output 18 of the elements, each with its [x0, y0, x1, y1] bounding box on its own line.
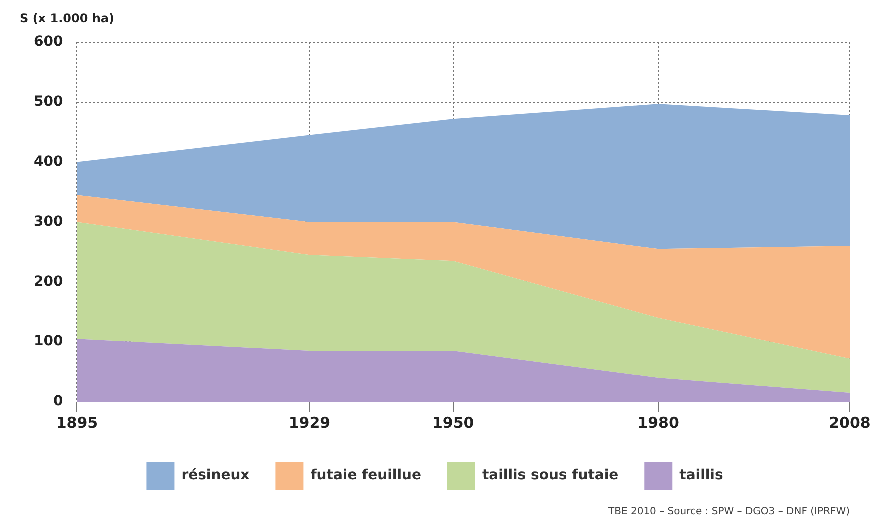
x-tick-label: 1929	[288, 414, 331, 432]
y-tick-label: 0	[53, 394, 64, 410]
x-tick-label: 1895	[56, 414, 98, 432]
y-tick-label: 300	[34, 214, 64, 230]
y-tick-label: 100	[34, 334, 64, 350]
legend-label: taillis	[680, 468, 724, 484]
text: TBE 2010 – Source : SPW – DGO3 – DNF (IPRFW)	[608, 506, 850, 518]
x-tick-label: 1950	[432, 414, 474, 432]
legend-label: taillis sous futaie	[482, 468, 619, 484]
y-axis-title: S (x 1.000 ha)	[20, 11, 114, 26]
y-tick-label: 500	[34, 94, 64, 110]
y-tick-label: 200	[34, 274, 64, 290]
legend-label: résineux	[182, 468, 250, 484]
legend-label: futaie feuillue	[310, 468, 422, 484]
y-tick-label: 400	[34, 154, 64, 170]
x-tick-label: 1980	[638, 414, 680, 432]
x-tick-label: 2008	[829, 414, 871, 432]
y-tick-label: 600	[34, 34, 64, 50]
